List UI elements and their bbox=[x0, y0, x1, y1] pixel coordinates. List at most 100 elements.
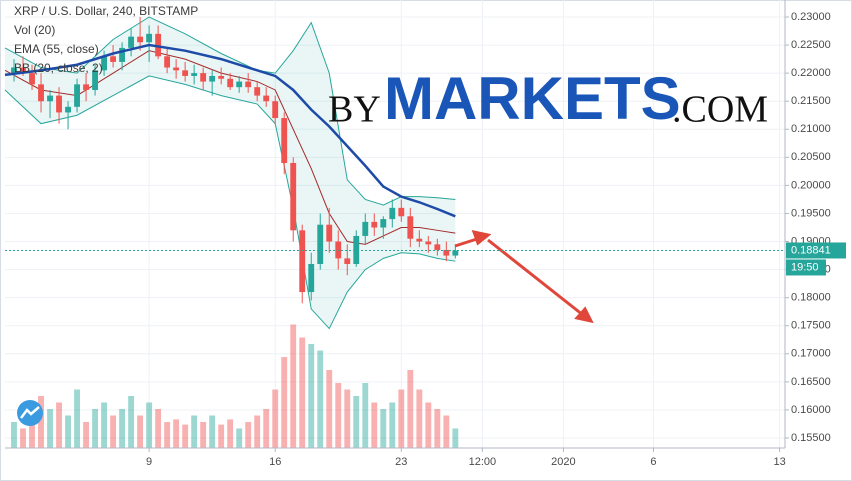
candle-body bbox=[56, 95, 62, 113]
candle-body bbox=[263, 95, 270, 102]
candle-body bbox=[101, 56, 108, 71]
volume-bar bbox=[83, 422, 89, 448]
candle-body bbox=[137, 36, 144, 43]
watermark-prefix: BY bbox=[328, 89, 381, 131]
volume-bar bbox=[371, 402, 378, 448]
y-tick-label: 0.20500 bbox=[791, 151, 831, 163]
volume-bar bbox=[353, 396, 360, 448]
candle-body bbox=[218, 75, 225, 79]
candle-body bbox=[389, 207, 396, 220]
candle-body bbox=[317, 224, 324, 264]
candle-body bbox=[335, 241, 342, 259]
candle-body bbox=[254, 87, 261, 96]
candle-body bbox=[353, 235, 360, 264]
candle-body bbox=[92, 70, 98, 90]
volume-bar bbox=[182, 424, 189, 448]
volume-bar bbox=[128, 396, 135, 448]
volume-bar bbox=[11, 422, 17, 448]
volume-bar bbox=[29, 415, 35, 448]
legend: XRP / U.S. Dollar, 240, BITSTAMP Vol (20… bbox=[14, 4, 198, 75]
candle-body bbox=[398, 207, 405, 217]
candle-body bbox=[128, 36, 135, 48]
volume-bar bbox=[65, 415, 71, 448]
volume-bar bbox=[362, 383, 369, 448]
candles bbox=[11, 17, 459, 304]
y-tick-label: 0.22500 bbox=[791, 39, 831, 51]
volume-bar bbox=[434, 409, 441, 448]
y-tick-label: 0.16000 bbox=[791, 404, 831, 416]
volume-bar bbox=[407, 370, 414, 448]
last-price-box bbox=[786, 242, 846, 259]
volume-bar bbox=[317, 350, 324, 448]
legend-ema: EMA (55, close) bbox=[14, 42, 99, 56]
grid bbox=[5, 0, 785, 448]
countdown-label: 19:50 bbox=[791, 261, 819, 273]
x-tick-label: 23 bbox=[395, 456, 407, 468]
volume-bar bbox=[416, 389, 423, 448]
volume-bar bbox=[227, 419, 234, 448]
x-tick-label: 2020 bbox=[551, 456, 575, 468]
candle-body bbox=[236, 81, 243, 88]
volume-bar bbox=[425, 402, 432, 448]
y-tick-label: 0.16500 bbox=[791, 376, 831, 388]
candle-body bbox=[326, 224, 333, 242]
volume-bar bbox=[398, 389, 405, 448]
x-tick-label: 12:00 bbox=[469, 456, 497, 468]
volume-bar bbox=[218, 424, 225, 448]
volume-bar bbox=[38, 396, 44, 448]
candle-body bbox=[200, 73, 207, 82]
volume-bar bbox=[20, 428, 26, 448]
arrow-down bbox=[487, 238, 584, 317]
candle-body bbox=[290, 162, 297, 231]
candle-body bbox=[29, 73, 35, 85]
watermark-suffix: .COM bbox=[672, 89, 768, 131]
volume-bar bbox=[56, 402, 62, 448]
y-tick-label: 0.22000 bbox=[791, 67, 831, 79]
volume-bar bbox=[92, 409, 98, 448]
candle-body bbox=[245, 81, 252, 88]
candle-body bbox=[173, 67, 180, 71]
arrow-head bbox=[471, 229, 492, 246]
candle-body bbox=[47, 95, 53, 102]
volume-bar bbox=[209, 415, 216, 448]
volume-bar bbox=[236, 428, 243, 448]
volume-bar bbox=[254, 415, 261, 448]
candle-body bbox=[74, 84, 80, 107]
candle-body bbox=[155, 33, 162, 57]
forecast-arrows bbox=[454, 229, 594, 324]
candle-body bbox=[20, 67, 26, 74]
volume-bar bbox=[47, 409, 53, 448]
candle-body bbox=[191, 73, 198, 76]
x-tick-label: 16 bbox=[269, 456, 281, 468]
volume-bar bbox=[452, 428, 459, 448]
volume-bar bbox=[443, 415, 450, 448]
candle-body bbox=[119, 47, 126, 62]
candle-body bbox=[65, 106, 71, 113]
volume-bar bbox=[326, 370, 333, 448]
y-tick-label: 0.17000 bbox=[791, 348, 831, 360]
volume-bar bbox=[74, 389, 80, 448]
legend-bb: BB (20, close, 2) bbox=[14, 61, 103, 75]
y-tick-label: 0.21000 bbox=[791, 123, 831, 135]
overlay-lines bbox=[4, 43, 456, 218]
volume-bar bbox=[200, 422, 207, 448]
candle-body bbox=[299, 230, 306, 293]
candle-body bbox=[362, 221, 369, 236]
volume-bar bbox=[173, 419, 180, 448]
countdown-box bbox=[786, 259, 826, 276]
logo-mark bbox=[20, 406, 40, 419]
volume-bar bbox=[191, 415, 198, 448]
axes: 0.15500 0.16000 0.16500 0.17000 0.17500 0.180… bbox=[5, 11, 846, 468]
candle-body bbox=[11, 67, 17, 74]
candle-body bbox=[371, 221, 378, 228]
volume-bar bbox=[164, 422, 171, 448]
candle-body bbox=[83, 84, 89, 90]
y-tick-label: 0.19500 bbox=[791, 207, 831, 219]
candle-body bbox=[110, 56, 117, 62]
y-tick-label: 0.20000 bbox=[791, 179, 831, 191]
candle-body bbox=[308, 263, 315, 293]
volume-bar bbox=[146, 402, 153, 448]
volume-bar bbox=[110, 415, 117, 448]
y-tick-label: 0.18000 bbox=[791, 292, 831, 304]
